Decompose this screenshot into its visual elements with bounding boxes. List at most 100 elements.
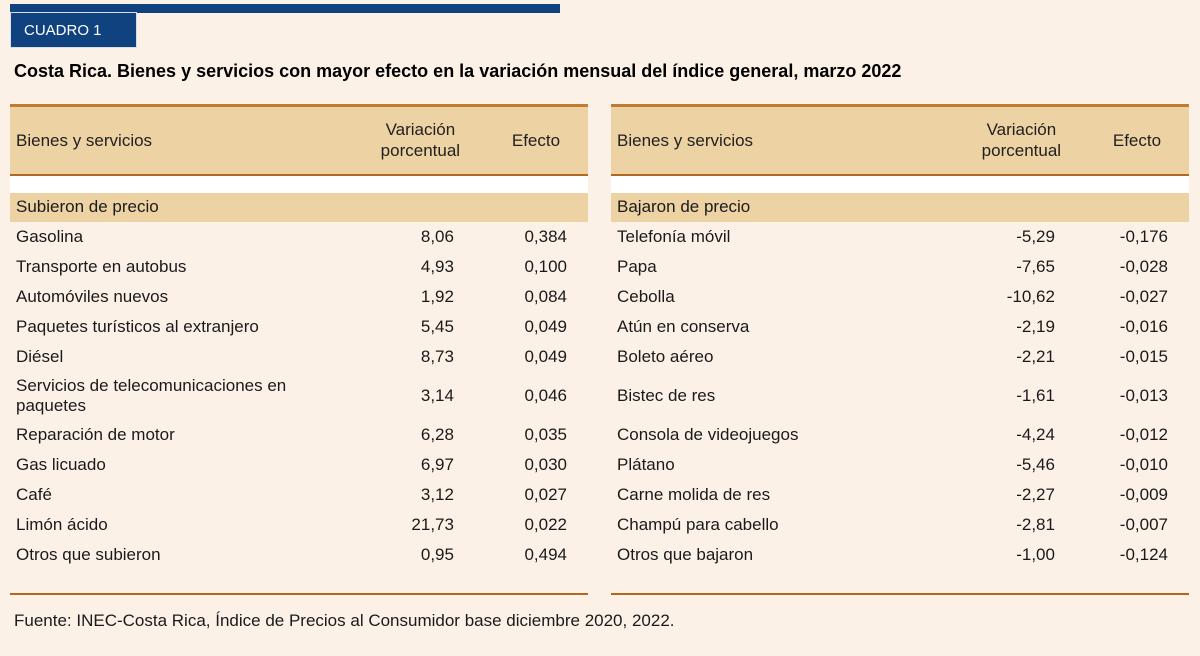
- cell-effect: -0,015: [1119, 346, 1168, 366]
- header-item: Bienes y servicios: [10, 105, 357, 176]
- cell-effect: 0,022: [524, 514, 567, 534]
- cell-item: Plátano: [617, 454, 675, 474]
- cell-item: Gasolina: [16, 226, 84, 246]
- table-row: Plátano -5,46 -0,010: [611, 450, 1189, 480]
- table-header-row: Bienes y servicios Variación porcentual …: [10, 105, 588, 176]
- cell-effect: 0,100: [524, 256, 567, 276]
- cell-variation: 8,73: [420, 346, 454, 366]
- cell-effect: 0,049: [524, 346, 567, 366]
- table-row: Automóviles nuevos 1,92 0,084: [10, 282, 588, 312]
- section-label-decreased: Bajaron de precio: [617, 197, 751, 216]
- cell-item: Paquetes turísticos al extranjero: [16, 316, 259, 336]
- cell-effect: -0,013: [1119, 385, 1168, 405]
- cell-variation: -2,27: [1016, 484, 1055, 504]
- cell-effect: 0,035: [524, 424, 567, 444]
- header-spacer-row: [611, 174, 1189, 193]
- header-effect: Efecto: [483, 105, 588, 176]
- table-row: Boleto aéreo -2,21 -0,015: [611, 342, 1189, 372]
- cell-item: Carne molida de res: [617, 484, 771, 504]
- cell-item: Servicios de telecomunicaciones en paque…: [16, 375, 287, 415]
- cell-variation: 3,14: [420, 385, 454, 405]
- cell-variation: 4,93: [420, 256, 454, 276]
- cell-variation: -4,24: [1016, 424, 1055, 444]
- table-row: Consola de videojuegos -4,24 -0,012: [611, 420, 1189, 450]
- cell-variation: 0,95: [420, 544, 454, 564]
- cell-effect: -0,010: [1119, 454, 1168, 474]
- table-header-row: Bienes y servicios Variación porcentual …: [611, 105, 1189, 176]
- header-variation: Variación porcentual: [957, 105, 1085, 176]
- table-row: Gasolina 8,06 0,384: [10, 222, 588, 252]
- table-row: Transporte en autobus 4,93 0,100: [10, 252, 588, 282]
- cell-effect: -0,124: [1119, 544, 1168, 564]
- header-variation: Variación porcentual: [356, 105, 484, 176]
- cell-item: Gas licuado: [16, 454, 106, 474]
- header-item: Bienes y servicios: [611, 105, 958, 176]
- cell-variation: -10,62: [1006, 286, 1055, 306]
- cell-item: Automóviles nuevos: [16, 286, 169, 306]
- cell-variation: 1,92: [420, 286, 454, 306]
- cell-item: Bistec de res: [617, 385, 716, 405]
- cuadro-badge-label: CUADRO 1: [24, 21, 102, 39]
- cell-variation: -5,46: [1016, 454, 1055, 474]
- section-row-increased: Subieron de precio: [10, 192, 588, 222]
- cell-item: Café: [16, 484, 52, 504]
- source-note: Fuente: INEC-Costa Rica, Índice de Preci…: [14, 611, 675, 630]
- cell-variation: 5,45: [420, 316, 454, 336]
- cell-item: Diésel: [16, 346, 64, 366]
- table-row: Paquetes turísticos al extranjero 5,45 0,0…: [10, 312, 588, 342]
- table-row: Cebolla -10,62 -0,027: [611, 282, 1189, 312]
- cell-effect: 0,030: [524, 454, 567, 474]
- cell-item: Otros que bajaron: [617, 544, 754, 564]
- cell-variation: -5,29: [1016, 226, 1055, 246]
- table-row: Papa -7,65 -0,028: [611, 252, 1189, 282]
- cell-effect: -0,012: [1119, 424, 1168, 444]
- table-row: Café 3,12 0,027: [10, 480, 588, 510]
- section-row-decreased: Bajaron de precio: [611, 192, 1189, 222]
- table-row: Bistec de res -1,61 -0,013: [611, 372, 1189, 420]
- tables-container: Bienes y servicios Variación porcentual …: [10, 104, 1190, 595]
- cell-variation: 8,06: [420, 226, 454, 246]
- cell-item: Limón ácido: [16, 514, 108, 534]
- table-row: Carne molida de res -2,27 -0,009: [611, 480, 1189, 510]
- page-title: Costa Rica. Bienes y servicios con mayor…: [14, 61, 902, 81]
- table-row: Otros que subieron 0,95 0,494: [10, 540, 588, 570]
- increased-prices-table: Bienes y servicios Variación porcentual …: [10, 104, 588, 595]
- cell-variation: -1,61: [1016, 385, 1055, 405]
- cell-effect: 0,384: [524, 226, 567, 246]
- table-row: Reparación de motor 6,28 0,035: [10, 420, 588, 450]
- cell-item: Cebolla: [617, 286, 675, 306]
- cell-variation: -1,00: [1016, 544, 1055, 564]
- cuadro-badge: CUADRO 1: [10, 12, 137, 48]
- cell-item: Boleto aéreo: [617, 346, 714, 366]
- cell-item: Telefonía móvil: [617, 226, 731, 246]
- cell-variation: -2,19: [1016, 316, 1055, 336]
- header-effect: Efecto: [1084, 105, 1189, 176]
- cell-item: Otros que subieron: [16, 544, 161, 564]
- table-row: Servicios de telecomunicaciones en paque…: [10, 372, 588, 420]
- cell-effect: 0,049: [524, 316, 567, 336]
- cell-effect: 0,027: [524, 484, 567, 504]
- table-row: Gas licuado 6,97 0,030: [10, 450, 588, 480]
- top-accent-bar: [10, 4, 560, 13]
- cell-effect: 0,046: [524, 385, 567, 405]
- cell-effect: -0,176: [1119, 226, 1168, 246]
- cell-item: Papa: [617, 256, 657, 276]
- cell-item: Consola de videojuegos: [617, 424, 799, 444]
- table-row: Limón ácido 21,73 0,022: [10, 510, 588, 540]
- cell-variation: -2,21: [1016, 346, 1055, 366]
- cell-effect: -0,007: [1119, 514, 1168, 534]
- section-label-increased: Subieron de precio: [16, 197, 159, 216]
- cell-item: Atún en conserva: [617, 316, 750, 336]
- cell-effect: -0,028: [1119, 256, 1168, 276]
- cell-variation: 3,12: [420, 484, 454, 504]
- cell-item: Reparación de motor: [16, 424, 175, 444]
- cell-effect: -0,016: [1119, 316, 1168, 336]
- table-row: Otros que bajaron -1,00 -0,124: [611, 540, 1189, 570]
- cell-effect: -0,027: [1119, 286, 1168, 306]
- cell-effect: -0,009: [1119, 484, 1168, 504]
- cell-variation: -7,65: [1016, 256, 1055, 276]
- cell-variation: 6,97: [420, 454, 454, 474]
- decreased-prices-table: Bienes y servicios Variación porcentual …: [611, 104, 1189, 595]
- table-row: Atún en conserva -2,19 -0,016: [611, 312, 1189, 342]
- table-row: Champú para cabello -2,81 -0,007: [611, 510, 1189, 540]
